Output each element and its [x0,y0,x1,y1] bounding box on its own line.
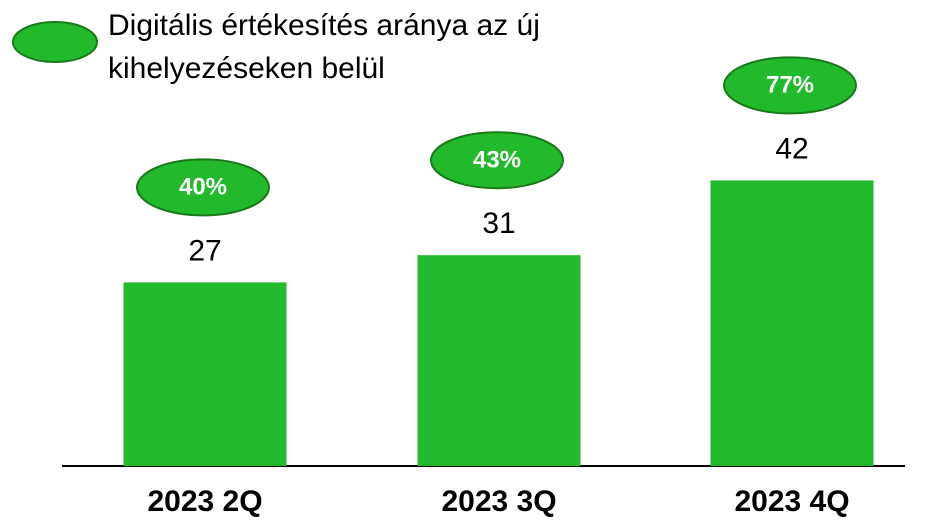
value-label: 42 [775,132,808,165]
share-bubble [430,131,564,190]
share-label: 43% [473,147,521,174]
value-label: 31 [482,207,515,240]
legend-swatch [12,21,98,63]
bar [123,282,287,466]
share-bubble [136,158,270,217]
share-label: 40% [179,174,227,201]
legend-label: Digitális értékesítés aránya az új kihel… [108,9,540,85]
x-tick-label: 2023 2Q [147,485,262,518]
x-tick-label: 2023 3Q [441,485,556,518]
share-label: 77% [766,72,814,99]
bar [417,255,581,466]
value-label: 27 [188,234,221,267]
bar [710,180,874,466]
x-tick-label: 2023 4Q [734,485,849,518]
share-bubble [723,56,857,115]
